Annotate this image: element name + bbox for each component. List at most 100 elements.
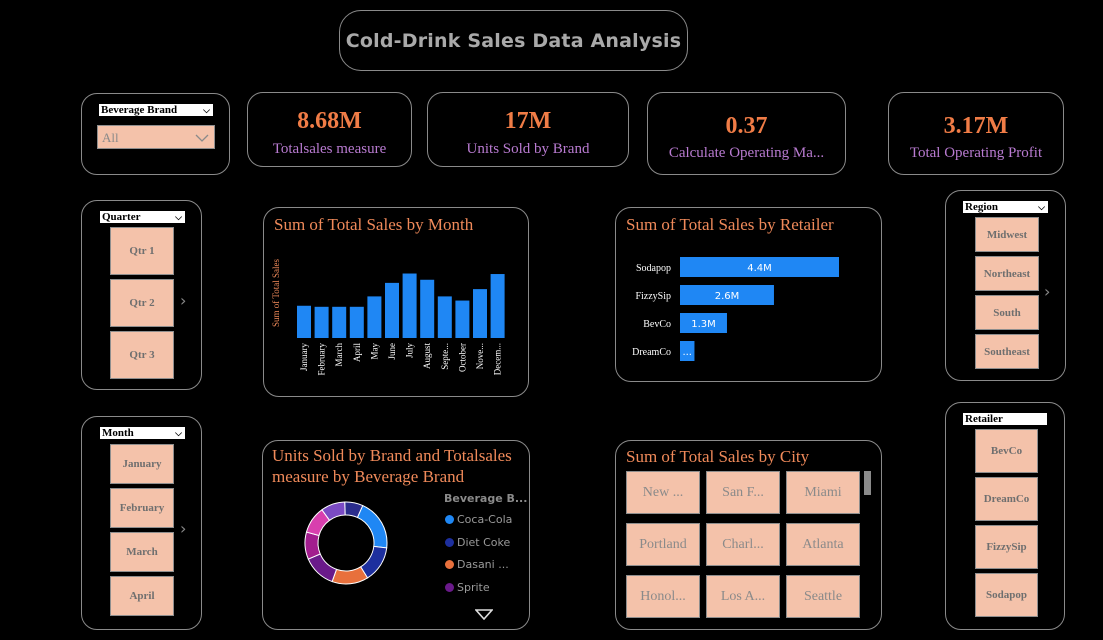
donut-slice[interactable] xyxy=(356,504,388,549)
month-slicer-dropdown[interactable]: Month ⌵ xyxy=(99,426,186,440)
data-label: 2.6M xyxy=(715,291,740,302)
quarter-tile[interactable]: Qtr 3 xyxy=(110,331,174,379)
y-tick-label: BevCo xyxy=(643,319,671,330)
chart-title-line-1: Units Sold by Brand and Totalsales xyxy=(272,446,512,465)
chevron-down-icon: ⌵ xyxy=(1038,202,1045,212)
brand-slicer-value[interactable]: All xyxy=(97,125,215,149)
region-tile[interactable]: Northeast xyxy=(975,256,1039,291)
legend-scroll-down-icon[interactable] xyxy=(475,609,493,620)
kpi-card-operating-margin: 0.37 Calculate Operating Ma... xyxy=(647,92,846,175)
quarter-slicer-panel: Quarter ⌵ Qtr 1 Qtr 2 Qtr 3 › xyxy=(81,200,202,390)
month-bar[interactable] xyxy=(455,300,470,338)
month-bar[interactable] xyxy=(473,289,487,338)
region-tile[interactable]: Southeast xyxy=(975,334,1039,369)
x-tick-label: January xyxy=(299,343,309,371)
sales-by-retailer-chart: Sum of Total Sales by Retailer Sodapop 4.… xyxy=(615,207,882,382)
legend-dot-icon xyxy=(445,537,454,547)
donut-slice[interactable] xyxy=(304,531,321,560)
retailer-tile[interactable]: DreamCo xyxy=(975,477,1038,521)
retailer-bar[interactable] xyxy=(680,257,839,277)
city-tile[interactable]: New ... xyxy=(626,471,700,514)
month-tile[interactable]: February xyxy=(110,488,174,528)
city-tile[interactable]: Los A... xyxy=(706,575,780,618)
dashboard-title-box: Cold-Drink Sales Data Analysis xyxy=(339,10,688,71)
retailer-slicer-label: Retailer xyxy=(965,413,1003,425)
city-tile[interactable]: Honol... xyxy=(626,575,700,618)
month-bar[interactable] xyxy=(367,296,382,338)
retailer-bar-plot: Sodapop 4.4M FizzySip 2.6M BevCo 1.3M DreamCo.… xyxy=(632,257,839,361)
city-tile[interactable]: Seattle xyxy=(786,575,860,618)
brand-slicer-value-text: All xyxy=(102,130,119,145)
kpi-value: 8.68M xyxy=(297,108,362,134)
city-tile[interactable]: Miami xyxy=(786,471,860,514)
month-bar[interactable] xyxy=(385,282,399,338)
city-tile[interactable]: Charl... xyxy=(706,523,780,566)
legend-label: Coca-Cola xyxy=(457,513,513,526)
legend-item[interactable]: Sprite xyxy=(445,581,490,594)
month-tile[interactable]: March xyxy=(110,532,174,572)
legend-dot-icon xyxy=(445,582,454,592)
data-label: 4.4M xyxy=(747,263,772,274)
chevron-right-icon[interactable]: › xyxy=(180,291,187,310)
month-bar[interactable] xyxy=(490,274,505,338)
month-bar[interactable] xyxy=(420,279,435,338)
month-bar[interactable] xyxy=(437,296,452,338)
retailer-tile[interactable]: Sodapop xyxy=(975,573,1038,617)
donut-slice[interactable] xyxy=(331,566,369,585)
kpi-value: 3.17M xyxy=(943,113,1009,139)
kpi-value: 17M xyxy=(504,108,552,134)
y-axis-label: Sum of Total Sales xyxy=(271,259,281,327)
legend-item[interactable]: Diet Coke xyxy=(445,536,510,549)
month-slicer-panel: Month ⌵ January February March April › xyxy=(81,416,202,630)
x-tick-label: July xyxy=(405,343,415,359)
chart-title: Sum of Total Sales by Retailer xyxy=(626,215,834,234)
kpi-value: 0.37 xyxy=(725,113,768,139)
legend-label: Sprite xyxy=(457,580,490,594)
month-tile[interactable]: April xyxy=(110,576,174,616)
quarter-tile[interactable]: Qtr 1 xyxy=(110,227,174,275)
legend-item[interactable]: Coca-Cola xyxy=(445,513,512,526)
y-tick-label: Sodapop xyxy=(636,263,671,274)
donut-slice[interactable] xyxy=(307,553,338,583)
donut-slice[interactable] xyxy=(344,501,364,519)
data-label: 1.3M xyxy=(691,319,716,330)
month-bar[interactable] xyxy=(332,306,347,338)
scrollbar-thumb[interactable] xyxy=(864,471,871,495)
x-tick-label: February xyxy=(317,343,327,376)
quarter-slicer-dropdown[interactable]: Quarter ⌵ xyxy=(99,210,186,224)
chevron-right-icon[interactable]: › xyxy=(1044,282,1051,301)
month-tile[interactable]: January xyxy=(110,444,174,484)
region-slicer-dropdown[interactable]: Region ⌵ xyxy=(962,200,1049,214)
month-bar[interactable] xyxy=(349,306,364,338)
quarter-tile[interactable]: Qtr 2 xyxy=(110,279,174,327)
brand-slicer-dropdown[interactable]: Beverage Brand ⌵ xyxy=(98,103,214,117)
chevron-down-icon: ⌵ xyxy=(203,105,210,115)
x-tick-label: October xyxy=(457,343,467,372)
region-tile[interactable]: South xyxy=(975,295,1039,330)
retailer-bar[interactable] xyxy=(680,313,727,333)
region-slicer-panel: Region ⌵ Midwest Northeast South Southea… xyxy=(945,190,1066,381)
chart-title: Sum of Total Sales by Month xyxy=(274,215,474,234)
x-tick-label: June xyxy=(387,343,397,360)
month-bar[interactable] xyxy=(402,273,417,338)
y-tick-label: DreamCo xyxy=(632,347,671,358)
city-tile[interactable]: San F... xyxy=(706,471,780,514)
chevron-right-icon[interactable]: › xyxy=(180,519,187,538)
retailer-tile[interactable]: BevCo xyxy=(975,429,1038,473)
kpi-card-totalsales: 8.68M Totalsales measure xyxy=(247,92,412,167)
legend-dot-icon xyxy=(445,515,454,524)
dashboard-title: Cold-Drink Sales Data Analysis xyxy=(345,29,682,52)
kpi-label: Units Sold by Brand xyxy=(466,141,590,157)
retailer-bar[interactable] xyxy=(680,341,695,361)
retailer-tile[interactable]: FizzySip xyxy=(975,525,1038,569)
month-bar[interactable] xyxy=(314,306,329,338)
retailer-slicer-dropdown[interactable]: Retailer xyxy=(962,412,1048,426)
x-tick-label: August xyxy=(422,343,432,370)
brand-donut-chart: Units Sold by Brand and Totalsales measu… xyxy=(262,440,530,630)
city-tile[interactable]: Portland xyxy=(626,523,700,566)
legend-item[interactable]: Dasani ... xyxy=(445,558,509,571)
city-tile[interactable]: Atlanta xyxy=(786,523,860,566)
region-tile[interactable]: Midwest xyxy=(975,217,1039,252)
month-bar[interactable] xyxy=(297,305,311,338)
retailer-bar[interactable] xyxy=(680,285,774,305)
